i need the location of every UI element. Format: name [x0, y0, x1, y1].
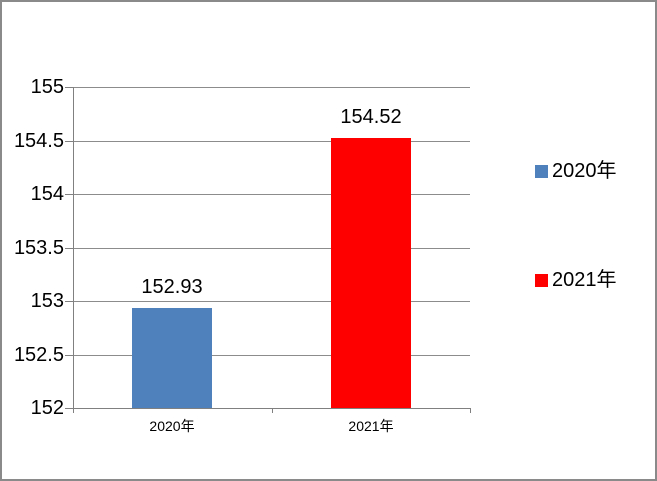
- data-label: 154.52: [340, 106, 402, 128]
- y-axis-tick: [65, 248, 73, 249]
- legend-item-2021[interactable]: 2021年: [535, 268, 617, 292]
- legend-label: 2021年: [552, 269, 617, 291]
- x-axis-tick: [272, 408, 273, 413]
- gridline: [73, 248, 470, 249]
- y-axis-tick-label: 152.5: [13, 344, 64, 366]
- y-axis-tick-label: 154.5: [13, 130, 64, 152]
- y-axis-tick: [65, 408, 73, 409]
- gridline: [73, 194, 470, 195]
- data-label: 152.93: [141, 276, 203, 298]
- bar-2020[interactable]: [132, 308, 212, 408]
- y-axis-tick-label: 154: [30, 183, 64, 205]
- legend-label: 2020年: [552, 160, 617, 182]
- gridline: [73, 141, 470, 142]
- gridline: [73, 87, 470, 88]
- x-axis-category-label: 2020年: [149, 418, 195, 434]
- gridline: [73, 301, 470, 302]
- legend-color-swatch: [535, 273, 548, 287]
- legend-item-2020[interactable]: 2020年: [535, 159, 617, 183]
- y-axis-line: [73, 87, 74, 409]
- y-axis-tick-label: 152: [30, 397, 64, 419]
- gridline: [73, 355, 470, 356]
- x-axis-category-label: 2021年: [348, 418, 394, 434]
- y-axis-tick: [65, 87, 73, 88]
- y-axis-tick: [65, 141, 73, 142]
- y-axis-tick-label: 155: [30, 76, 64, 98]
- bar-2021[interactable]: [331, 138, 411, 408]
- y-axis-tick: [65, 194, 73, 195]
- y-axis-tick-label: 153.5: [13, 237, 64, 259]
- y-axis-tick-label: 153: [30, 290, 64, 312]
- x-axis-tick: [470, 408, 471, 413]
- y-axis-tick: [65, 355, 73, 356]
- y-axis-tick: [65, 301, 73, 302]
- x-axis-line: [73, 408, 470, 409]
- x-axis-tick: [73, 408, 74, 413]
- legend-color-swatch: [535, 164, 548, 178]
